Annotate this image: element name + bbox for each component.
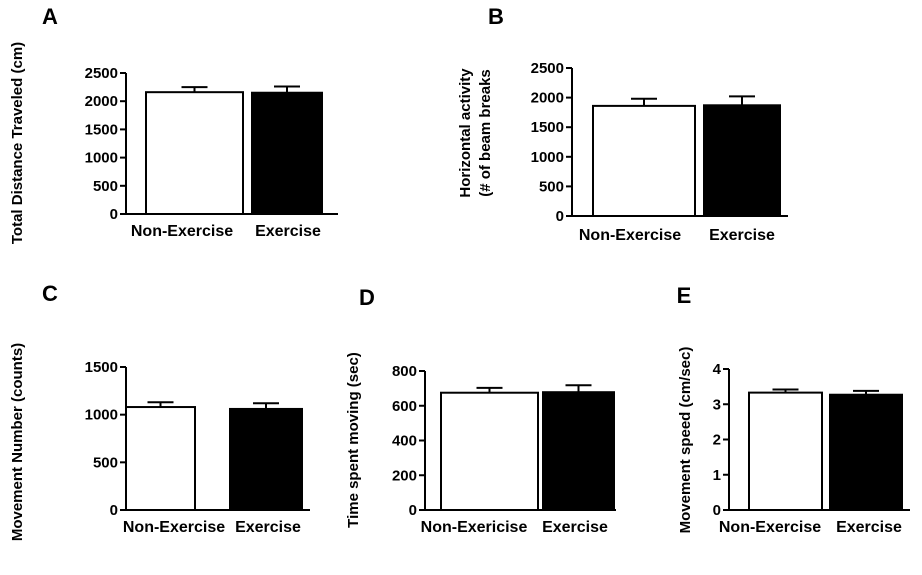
panel-b: B 0 500 1000 1500 2000 2500 Non-Exercise Exercis…: [457, 4, 788, 244]
y-tick-label: 2000: [531, 90, 564, 107]
y-tick-label: 0: [110, 502, 118, 519]
category-label: Exercise: [255, 223, 321, 240]
y-tick-label: 400: [392, 433, 417, 450]
category-label: Exercise: [542, 519, 608, 536]
y-tick-label: 200: [392, 467, 417, 484]
y-tick-label: 0: [409, 502, 417, 519]
y-tick-label: 2: [713, 432, 721, 449]
category-label: Non-Exericise: [421, 519, 528, 536]
panel-a: A 0 500 1000 1500 2000 2500 Non-Exercise Exercis…: [9, 4, 338, 244]
bar-exercise: [251, 91, 323, 215]
panel-letter: D: [359, 285, 375, 310]
panel-letter: A: [42, 4, 58, 29]
y-tick-label: 1: [713, 467, 721, 484]
y-tick-label: 1000: [85, 407, 118, 424]
y-tick-label: 0: [713, 502, 721, 519]
category-label: Non-Exercise: [579, 227, 681, 244]
y-tick-label: 1500: [85, 359, 118, 376]
category-label: Exercise: [836, 519, 902, 536]
y-axis-label: Movement Number (counts): [9, 343, 26, 541]
y-tick-label: 600: [392, 398, 417, 415]
y-tick-label: 0: [110, 206, 118, 223]
y-tick-label: 500: [539, 178, 564, 195]
y-tick-label: 1500: [531, 119, 564, 136]
y-tick-label: 2500: [85, 65, 118, 82]
category-label: Exercise: [235, 519, 301, 536]
category-label: Non-Exercise: [123, 519, 225, 536]
bar-non-exercise: [125, 406, 196, 512]
y-axis-label: (# of beam breaks: [477, 69, 494, 197]
y-tick-label: 500: [93, 454, 118, 471]
panel-letter: C: [42, 281, 58, 306]
category-label: Non-Exercise: [719, 519, 821, 536]
bar-non-exercise: [145, 91, 244, 215]
y-tick-label: 1000: [85, 150, 118, 167]
bar-non-exercise: [748, 391, 823, 511]
y-tick-label: 2500: [531, 60, 564, 77]
panel-letter: B: [488, 4, 504, 29]
bar-exercise: [542, 391, 615, 512]
panel-e: E 0 1 2 3 4 Non-Exercise Exercise Movement speed…: [677, 283, 910, 536]
bar-exercise: [229, 407, 303, 511]
y-tick-label: 800: [392, 363, 417, 380]
bar-exercise: [829, 393, 903, 512]
panel-c: C 0 500 1000 1500 Non-Exercise Exercise Movemen…: [9, 281, 310, 541]
y-axis-label: Movement speed (cm/sec): [677, 347, 694, 534]
y-tick-label: 0: [556, 208, 564, 225]
y-tick-label: 1000: [531, 149, 564, 166]
category-label: Exercise: [709, 227, 775, 244]
panel-d: D 0 200 400 600 800 Non-Exericise Exercise Time …: [345, 285, 616, 536]
y-tick-label: 3: [713, 396, 721, 413]
panel-letter: E: [677, 283, 692, 308]
y-axis-label: Total Distance Traveled (cm): [9, 42, 26, 244]
bar-exercise: [703, 104, 781, 217]
y-axis-label: Time spent moving (sec): [345, 352, 362, 528]
y-tick-label: 2000: [85, 93, 118, 110]
y-tick-label: 4: [713, 361, 722, 378]
category-label: Non-Exercise: [131, 223, 233, 240]
bar-non-exericise: [440, 391, 539, 511]
y-tick-label: 1500: [85, 121, 118, 138]
bar-non-exercise: [592, 104, 696, 217]
y-axis-label: Horizontal activity: [457, 68, 474, 198]
y-tick-label: 500: [93, 178, 118, 195]
